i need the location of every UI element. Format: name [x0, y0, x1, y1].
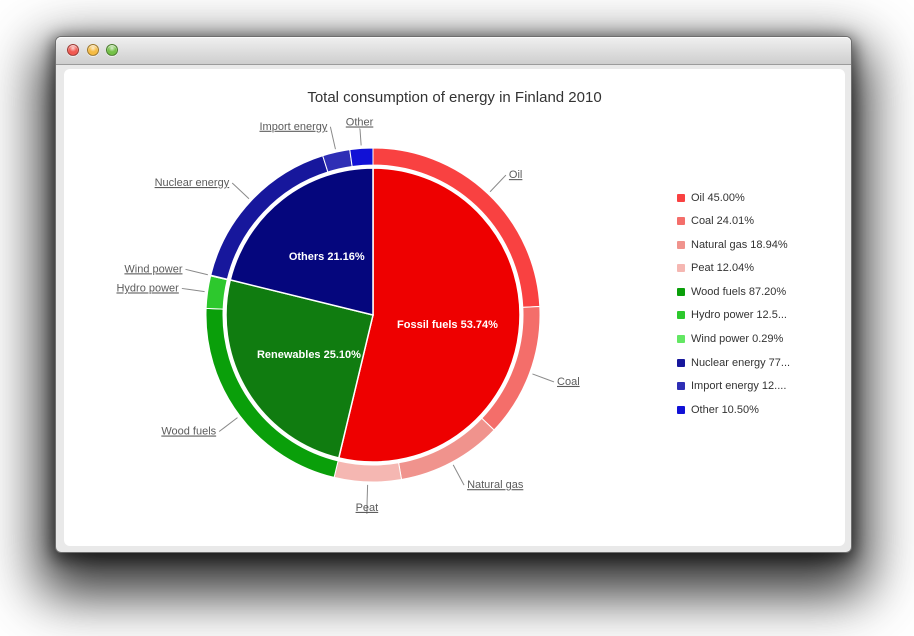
legend-item-oil[interactable]: Oil 45.00% [677, 191, 790, 204]
legend-label-coal: Coal 24.01% [691, 215, 754, 228]
zoom-button[interactable] [106, 44, 118, 56]
slice-other[interactable] [349, 147, 374, 168]
legend-swatch-natural-gas [677, 240, 685, 249]
legend-item-wood-fuels[interactable]: Wood fuels 87.20% [677, 285, 790, 298]
outer-label-natural-gas: Natural gas [467, 479, 524, 491]
legend-label-hydro-power: Hydro power 12.5... [691, 309, 787, 322]
slice-renewables[interactable] [225, 278, 374, 459]
connector-peat [366, 484, 369, 514]
legend-item-wind-power[interactable]: Wind power 0.29% [677, 333, 790, 346]
slice-fossil-fuels[interactable] [337, 167, 521, 463]
legend-label-oil: Oil 45.00% [691, 191, 745, 204]
close-button[interactable] [67, 44, 79, 56]
legend-item-other[interactable]: Other 10.50% [677, 403, 790, 416]
legend-label-other: Other 10.50% [691, 403, 759, 416]
chart-panel: Total consumption of energy in Finland 2… [64, 69, 845, 546]
energy-donut-chart: Fossil fuels 53.74% Renewables 25.10% Othe… [116, 116, 580, 514]
window-titlebar[interactable] [56, 37, 851, 65]
connector-wind-power [185, 268, 208, 276]
legend-swatch-nuclear-energy [677, 358, 685, 367]
inner-label-renewables: Renewables 25.10% [257, 349, 361, 361]
slice-import-energy[interactable] [322, 149, 353, 173]
inner-label-fossil-fuels: Fossil fuels 53.74% [397, 319, 498, 331]
outer-label-hydro-power: Hydro power [116, 282, 179, 294]
connector-nuclear-energy [231, 182, 250, 200]
minimize-button[interactable] [86, 44, 99, 56]
connector-import-energy [329, 126, 336, 150]
connector-hydro-power [181, 287, 205, 293]
connector-oil [489, 174, 507, 193]
outer-label-wind-power: Wind power [124, 263, 182, 275]
legend-label-wind-power: Wind power 0.29% [691, 333, 784, 346]
outer-label-nuclear-energy: Nuclear energy [155, 177, 230, 189]
legend-swatch-peat [677, 264, 685, 273]
legend-item-coal[interactable]: Coal 24.01% [677, 215, 790, 228]
legend-item-nuclear-energy[interactable]: Nuclear energy 77... [677, 356, 790, 369]
legend-item-peat[interactable]: Peat 12.04% [677, 262, 790, 275]
legend-swatch-wood-fuels [677, 287, 685, 296]
outer-label-wood-fuels: Wood fuels [161, 426, 216, 438]
legend-item-hydro-power[interactable]: Hydro power 12.5... [677, 309, 790, 322]
inner-label-others: Others 21.16% [289, 251, 365, 263]
connector-wood-fuels [218, 417, 238, 432]
legend-label-natural-gas: Natural gas 18.94% [691, 238, 788, 251]
slice-peat[interactable] [333, 460, 403, 483]
legend-swatch-oil [677, 193, 685, 202]
legend-swatch-import-energy [677, 382, 685, 391]
app-window: Total consumption of energy in Finland 2… [55, 36, 852, 553]
outer-label-import-energy: Import energy [259, 121, 327, 133]
chart-legend: Oil 45.00% Coal 24.01% Natural gas 18.94% P… [677, 191, 790, 427]
legend-item-natural-gas[interactable]: Natural gas 18.94% [677, 238, 790, 251]
legend-swatch-hydro-power [677, 311, 685, 320]
connector-other [359, 128, 362, 146]
outer-label-coal: Coal [557, 376, 580, 388]
legend-swatch-other [677, 405, 685, 414]
connector-natural-gas [452, 464, 465, 486]
outer-label-other: Other [346, 116, 374, 128]
legend-label-peat: Peat 12.04% [691, 262, 754, 275]
legend-label-nuclear-energy: Nuclear energy 77... [691, 356, 791, 369]
legend-swatch-coal [677, 217, 685, 226]
slice-hydro-power[interactable] [205, 275, 228, 310]
legend-label-wood-fuels: Wood fuels 87.20% [691, 285, 787, 298]
connector-coal [532, 373, 555, 383]
slice-others[interactable] [229, 167, 374, 316]
legend-label-import-energy: Import energy 12.... [691, 380, 787, 393]
outer-label-peat: Peat [356, 502, 379, 514]
legend-item-import-energy[interactable]: Import energy 12.... [677, 380, 790, 393]
legend-swatch-wind-power [677, 335, 685, 344]
outer-label-oil: Oil [509, 169, 522, 181]
chart-title: Total consumption of energy in Finland 2… [307, 89, 602, 106]
